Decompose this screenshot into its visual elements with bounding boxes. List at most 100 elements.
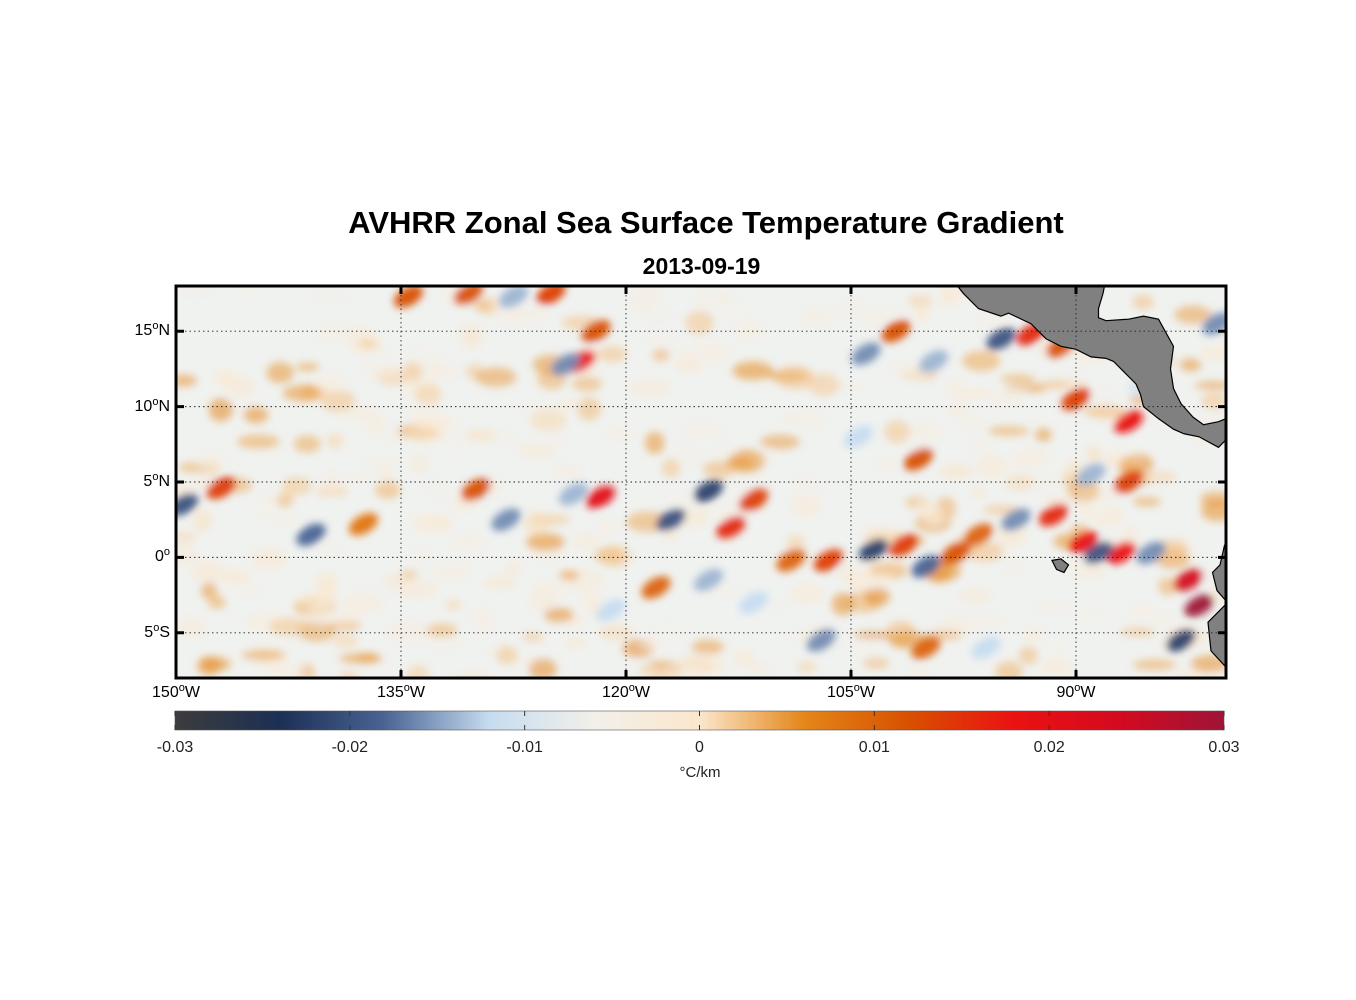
- gradient-texture: [1076, 502, 1093, 514]
- gradient-texture: [800, 307, 834, 326]
- gradient-texture: [200, 657, 231, 672]
- lat-tick-label: 5oS: [144, 621, 170, 641]
- gradient-texture: [640, 308, 675, 321]
- colorbar-tick-label: -0.02: [331, 739, 369, 756]
- gradient-texture: [939, 464, 973, 479]
- gradient-texture: [989, 395, 1022, 406]
- gradient-texture: [577, 397, 601, 421]
- gradient-texture: [357, 339, 378, 349]
- gradient-texture: [790, 494, 822, 517]
- gradient-texture: [685, 310, 715, 335]
- gradient-texture: [216, 373, 234, 387]
- gradient-texture: [874, 457, 898, 472]
- gradient-texture: [728, 449, 766, 473]
- gradient-texture: [530, 304, 548, 325]
- gradient-feature: [738, 591, 769, 614]
- gradient-texture: [762, 600, 785, 611]
- gradient-texture: [572, 531, 602, 551]
- gradient-texture: [831, 592, 855, 616]
- lon-tick-label: 90oW: [1056, 682, 1096, 702]
- gradient-texture: [426, 623, 458, 638]
- gradient-feature: [551, 353, 581, 376]
- gradient-texture: [208, 398, 233, 422]
- gradient-feature: [461, 478, 491, 501]
- colorbar-tick-label: -0.01: [506, 739, 543, 756]
- gradient-texture: [405, 426, 444, 443]
- gradient-feature: [851, 342, 881, 366]
- gradient-texture: [1083, 404, 1125, 419]
- gradient-texture: [235, 586, 266, 596]
- gradient-texture: [397, 580, 438, 599]
- gradient-texture: [495, 646, 518, 665]
- gradient-texture: [248, 503, 281, 525]
- lon-tick-label: 135oW: [377, 682, 425, 702]
- gradient-texture: [358, 652, 378, 663]
- gradient-texture: [799, 409, 826, 429]
- gradient-texture: [862, 657, 890, 670]
- gradient-texture: [563, 638, 587, 647]
- gradient-texture: [504, 561, 522, 577]
- gradient-texture: [1035, 428, 1052, 442]
- gradient-texture: [475, 367, 517, 387]
- gradient-texture: [317, 544, 344, 554]
- gradient-texture: [715, 291, 735, 303]
- gradient-texture: [339, 670, 359, 678]
- gradient-texture: [1201, 392, 1226, 409]
- gradient-feature: [206, 476, 236, 500]
- gradient-texture: [528, 589, 559, 613]
- gradient-texture: [484, 577, 517, 589]
- gradient-feature: [1136, 541, 1166, 565]
- gradient-texture: [652, 348, 670, 362]
- gradient-texture: [512, 400, 554, 410]
- gradient-texture: [969, 486, 989, 497]
- gradient-texture: [282, 477, 313, 495]
- gradient-texture: [702, 460, 737, 478]
- chart-date: 2013-09-19: [642, 253, 761, 279]
- gradient-texture: [863, 586, 891, 607]
- lat-tick-label: 15oN: [134, 320, 170, 340]
- gradient-feature: [296, 523, 326, 546]
- gradient-feature: [656, 508, 686, 531]
- gradient-texture: [189, 559, 225, 584]
- gradient-texture: [1070, 349, 1088, 374]
- gradient-texture: [455, 671, 493, 678]
- gradient-texture: [350, 472, 368, 484]
- colorbar-tick-label: -0.03: [156, 739, 194, 756]
- gradient-texture: [1005, 556, 1022, 574]
- gradient-texture: [1132, 659, 1176, 671]
- colorbar-tick-label: 0.01: [858, 739, 890, 756]
- gradient-texture: [465, 428, 496, 442]
- gradient-feature: [888, 534, 919, 557]
- gradient-feature: [813, 549, 844, 572]
- gradient-feature: [491, 508, 521, 531]
- gradient-texture: [673, 442, 693, 453]
- gradient-texture: [192, 509, 213, 533]
- gradient-texture: [732, 361, 774, 380]
- colorbar-ticks: [174, 711, 1225, 730]
- gradient-texture: [426, 479, 447, 498]
- gradient-texture: [266, 661, 305, 678]
- gradient-texture: [834, 299, 869, 321]
- gradient-texture: [807, 373, 840, 397]
- gradient-texture: [852, 668, 874, 678]
- gradient-texture: [851, 638, 884, 660]
- gradient-texture: [999, 373, 1036, 384]
- gradient-feature: [1202, 312, 1226, 335]
- gradient-texture: [200, 581, 217, 600]
- gradient-texture: [1005, 473, 1035, 491]
- gradient-texture: [316, 321, 349, 346]
- gradient-texture: [341, 591, 385, 615]
- gradient-texture: [642, 669, 667, 678]
- gradient-texture: [961, 414, 984, 430]
- gradient-texture: [528, 658, 557, 678]
- gradient-texture: [711, 444, 739, 457]
- gradient-texture: [243, 406, 269, 424]
- gradient-texture: [947, 402, 968, 417]
- gradient-texture: [241, 649, 285, 661]
- gradient-feature: [1184, 594, 1214, 617]
- gradient-texture: [599, 625, 634, 641]
- gradient-feature: [1083, 541, 1114, 565]
- gradient-texture: [644, 331, 675, 347]
- gradient-texture: [308, 602, 337, 626]
- gradient-texture: [1041, 656, 1073, 677]
